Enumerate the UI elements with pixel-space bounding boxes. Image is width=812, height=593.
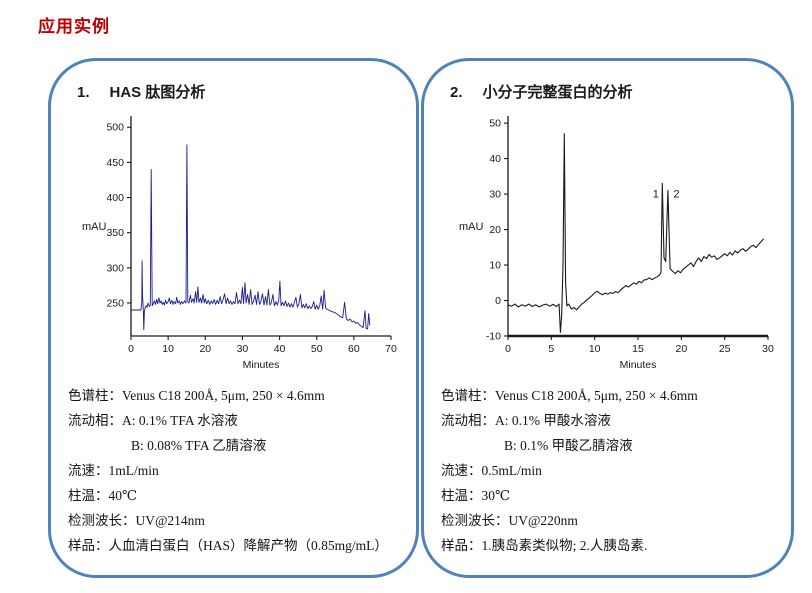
spec-line: 样品：人血清白蛋白（HAS）降解产物（0.85mg/mL） — [68, 538, 388, 553]
x-tick-label: 40 — [274, 343, 286, 355]
x-axis-label: Minutes — [243, 359, 280, 371]
y-tick-label: 500 — [106, 122, 124, 134]
chromatogram-trace — [507, 133, 765, 334]
y-tick-label: 300 — [106, 262, 124, 274]
page-title: 应用实例 — [38, 17, 110, 36]
hplc-conditions-2: 色谱柱：Venus C18 200Å, 5μm, 250 × 4.6mm 流动相：… — [441, 383, 777, 558]
spec-line: 检测波长：UV@220nm — [441, 513, 578, 528]
y-tick-label: 50 — [489, 118, 501, 130]
x-tick-label: 50 — [311, 343, 323, 355]
x-tick-label: 20 — [199, 343, 211, 355]
x-tick-label: 10 — [589, 343, 601, 355]
spec-line: 流速：0.5mL/min — [441, 463, 542, 478]
panel-1-header: 1. HAS 肽图分析 — [77, 81, 416, 102]
spec-line: 色谱柱：Venus C18 200Å, 5μm, 250 × 4.6mm — [68, 388, 325, 403]
chart-wrap-2: -10 0 10 20 30 40 50 0 5 10 15 20 25 30 mAU Minutes 1 2 — [454, 106, 791, 379]
y-tick-label: 20 — [489, 224, 501, 236]
y-tick-label: 10 — [489, 260, 501, 272]
x-axis-label: Minutes — [620, 359, 657, 371]
panel-intact-protein: 2. 小分子完整蛋白的分析 -10 0 10 20 30 40 50 0 5 10 15 20 25 30 m… — [421, 58, 794, 578]
x-tick-label: 25 — [719, 343, 731, 355]
y-tick-label: 250 — [106, 297, 124, 309]
spec-line: 流速：1mL/min — [68, 463, 159, 478]
x-tick-label: 30 — [237, 343, 249, 355]
panel-1-title: HAS 肽图分析 — [109, 84, 206, 101]
panel-2-number: 2. — [450, 84, 463, 101]
y-tick-label: 30 — [489, 189, 501, 201]
y-axis-label: mAU — [82, 221, 107, 233]
x-tick-label: 5 — [548, 343, 554, 355]
chromatogram-trace — [131, 144, 371, 331]
x-tick-label: 30 — [762, 343, 774, 355]
x-tick-label: 15 — [632, 343, 644, 355]
y-tick-label: 450 — [106, 157, 124, 169]
peak-label: 1 — [653, 189, 659, 201]
y-tick-label: 40 — [489, 153, 501, 165]
y-tick-label: 0 — [495, 295, 501, 307]
chart-wrap-1: 250 300 350 400 450 500 0 10 20 30 40 50 60 70 mAU Minu… — [77, 106, 416, 379]
spec-line: B: 0.1% 甲酸乙腈溶液 — [504, 438, 633, 453]
x-tick-label: 0 — [505, 343, 511, 355]
spec-line: 检测波长：UV@214nm — [68, 513, 205, 528]
y-tick-label: 350 — [106, 227, 124, 239]
x-tick-label: 60 — [348, 343, 360, 355]
chromatogram-2: -10 0 10 20 30 40 50 0 5 10 15 20 25 30 mAU Minutes 1 2 — [459, 116, 774, 371]
panel-has-peptide-map: 1. HAS 肽图分析 250 300 350 400 450 500 0 10 20 30 40 50… — [48, 58, 419, 578]
spec-line: 流动相：A: 0.1% TFA 水溶液 — [68, 413, 238, 428]
x-tick-label: 0 — [128, 343, 134, 355]
panel-2-title: 小分子完整蛋白的分析 — [482, 84, 633, 101]
spec-line: B: 0.08% TFA 乙腈溶液 — [131, 438, 267, 453]
y-tick-label: 400 — [106, 192, 124, 204]
panel-1-number: 1. — [77, 84, 90, 101]
panel-2-header: 2. 小分子完整蛋白的分析 — [450, 81, 791, 102]
chromatogram-1: 250 300 350 400 450 500 0 10 20 30 40 50 60 70 mAU Minu… — [82, 116, 397, 371]
spec-line: 流动相：A: 0.1% 甲酸水溶液 — [441, 413, 611, 428]
hplc-conditions-1: 色谱柱：Venus C18 200Å, 5μm, 250 × 4.6mm 流动相：… — [68, 383, 402, 558]
x-tick-label: 70 — [385, 343, 397, 355]
spec-line: 色谱柱：Venus C18 200Å, 5μm, 250 × 4.6mm — [441, 388, 698, 403]
spec-line: 样品：1.胰岛素类似物; 2.人胰岛素. — [441, 538, 648, 553]
spec-line: 柱温：40℃ — [68, 488, 138, 503]
y-tick-label: -10 — [486, 331, 501, 343]
x-tick-label: 10 — [162, 343, 174, 355]
y-axis-label: mAU — [459, 221, 484, 233]
peak-label: 2 — [674, 189, 680, 201]
x-tick-label: 20 — [675, 343, 687, 355]
spec-line: 柱温：30℃ — [441, 488, 511, 503]
